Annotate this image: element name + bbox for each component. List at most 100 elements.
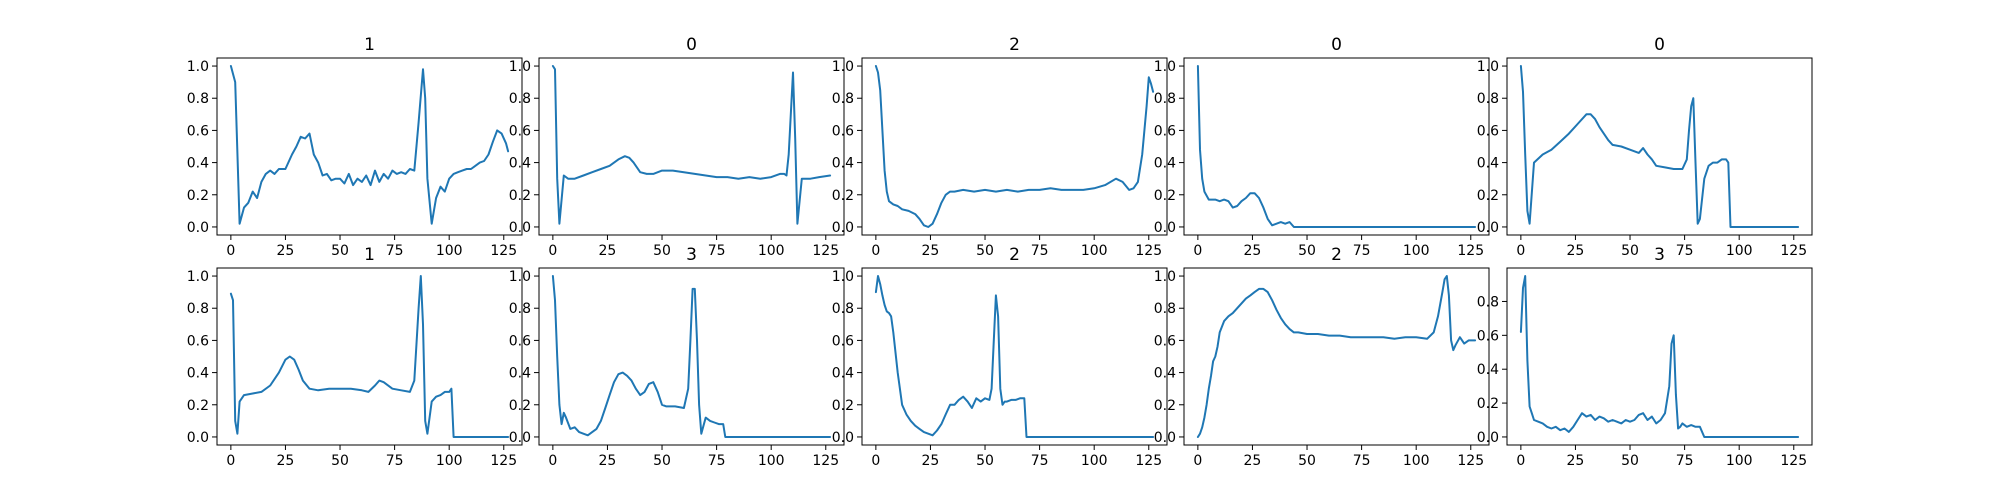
y-tick-label: 0.4 bbox=[1154, 366, 1176, 382]
y-tick-label: 0.0 bbox=[1154, 220, 1176, 236]
x-tick-label: 125 bbox=[490, 453, 517, 469]
y-tick-label: 0.0 bbox=[832, 220, 854, 236]
x-tick-label: 50 bbox=[1298, 453, 1316, 469]
y-tick-label: 1.0 bbox=[1477, 59, 1499, 75]
y-tick-label: 0.8 bbox=[1477, 294, 1499, 310]
y-tick-label: 0.4 bbox=[1477, 156, 1499, 172]
y-tick-label: 0.4 bbox=[832, 156, 854, 172]
y-tick-label: 0.2 bbox=[509, 398, 531, 414]
x-tick-label: 100 bbox=[758, 243, 785, 259]
x-tick-label: 125 bbox=[1457, 453, 1484, 469]
subplot-title: 1 bbox=[364, 35, 375, 55]
x-tick-label: 125 bbox=[812, 243, 839, 259]
x-tick-label: 25 bbox=[1567, 453, 1585, 469]
subplot-title: 3 bbox=[1654, 245, 1665, 265]
x-tick-label: 100 bbox=[1081, 453, 1108, 469]
subplot-0: 1 0 25 50 75 100 125 0.0 0.2 0.4 0.6 0.8 1.0 bbox=[187, 35, 523, 259]
x-tick-label: 25 bbox=[1244, 453, 1262, 469]
x-tick-label: 25 bbox=[922, 453, 940, 469]
y-tick-label: 0.2 bbox=[187, 398, 209, 414]
axes-frame bbox=[538, 57, 845, 236]
x-tick-label: 0 bbox=[871, 453, 880, 469]
y-tick-label: 0.0 bbox=[187, 430, 209, 446]
series-line bbox=[229, 275, 510, 438]
x-tick-label: 100 bbox=[1403, 243, 1430, 259]
subplot-3: 0 0 25 50 75 100 125 0.0 0.2 0.4 0.6 0.8 1.0 bbox=[1154, 35, 1490, 259]
subplot-2: 2 0 25 50 75 100 125 0.0 0.2 0.4 0.6 0.8 1.0 bbox=[832, 35, 1168, 259]
x-tick-label: 0 bbox=[548, 243, 557, 259]
subplot-8: 2 0 25 50 75 100 125 0.0 0.2 0.4 0.6 0.8 1.0 bbox=[1154, 245, 1490, 469]
axes-frame bbox=[1506, 57, 1813, 236]
y-tick-label: 0.4 bbox=[832, 366, 854, 382]
x-tick-label: 100 bbox=[436, 243, 463, 259]
series-line bbox=[874, 65, 1155, 228]
x-tick-label: 75 bbox=[386, 453, 404, 469]
axes-frame bbox=[861, 267, 1168, 446]
subplot-title: 2 bbox=[1009, 35, 1020, 55]
y-tick-label: 0.4 bbox=[509, 156, 531, 172]
y-tick-label: 0.6 bbox=[187, 123, 209, 139]
y-tick-label: 0.6 bbox=[832, 333, 854, 349]
x-tick-label: 50 bbox=[653, 453, 671, 469]
x-tick-label: 75 bbox=[1031, 243, 1049, 259]
y-tick-label: 1.0 bbox=[509, 59, 531, 75]
y-tick-label: 0.2 bbox=[1154, 188, 1176, 204]
x-tick-label: 50 bbox=[331, 453, 349, 469]
series-line bbox=[1196, 275, 1477, 438]
x-tick-label: 75 bbox=[1353, 243, 1371, 259]
x-tick-label: 0 bbox=[548, 453, 557, 469]
y-tick-label: 1.0 bbox=[509, 269, 531, 285]
x-tick-label: 75 bbox=[1676, 453, 1694, 469]
y-tick-label: 1.0 bbox=[187, 59, 209, 75]
y-tick-label: 0.8 bbox=[1154, 301, 1176, 317]
y-tick-label: 0.8 bbox=[1477, 91, 1499, 107]
subplot-7: 2 0 25 50 75 100 125 0.0 0.2 0.4 0.6 0.8 1.0 bbox=[832, 245, 1168, 469]
y-tick-label: 0.8 bbox=[832, 91, 854, 107]
x-tick-label: 0 bbox=[1193, 453, 1202, 469]
x-tick-label: 125 bbox=[1780, 243, 1807, 259]
x-tick-label: 25 bbox=[277, 453, 295, 469]
y-tick-label: 1.0 bbox=[1154, 59, 1176, 75]
axes-frame bbox=[1506, 267, 1813, 446]
x-tick-label: 125 bbox=[490, 243, 517, 259]
x-tick-label: 50 bbox=[976, 243, 994, 259]
y-tick-label: 0.2 bbox=[832, 188, 854, 204]
x-tick-label: 50 bbox=[1621, 243, 1639, 259]
x-tick-label: 0 bbox=[1516, 453, 1525, 469]
subplot-title: 3 bbox=[686, 245, 697, 265]
x-tick-label: 0 bbox=[871, 243, 880, 259]
x-tick-label: 0 bbox=[1516, 243, 1525, 259]
series-line bbox=[551, 65, 832, 225]
x-tick-label: 75 bbox=[708, 243, 726, 259]
y-tick-label: 0.0 bbox=[509, 220, 531, 236]
y-tick-label: 0.0 bbox=[832, 430, 854, 446]
axes-frame bbox=[538, 267, 845, 446]
series-line bbox=[1519, 65, 1800, 228]
axes-frame bbox=[1183, 267, 1490, 446]
subplot-9: 3 0 25 50 75 100 125 0.0 0.2 0.4 0.6 0.8 bbox=[1477, 245, 1813, 469]
y-tick-label: 0.0 bbox=[187, 220, 209, 236]
series-line bbox=[229, 65, 510, 225]
axes-frame bbox=[216, 57, 523, 236]
axes-frame bbox=[861, 57, 1168, 236]
y-tick-label: 0.8 bbox=[509, 301, 531, 317]
x-tick-label: 100 bbox=[1081, 243, 1108, 259]
y-tick-label: 0.8 bbox=[187, 301, 209, 317]
subplot-title: 2 bbox=[1331, 245, 1342, 265]
y-tick-label: 0.6 bbox=[187, 333, 209, 349]
x-tick-label: 50 bbox=[976, 453, 994, 469]
x-tick-label: 25 bbox=[1567, 243, 1585, 259]
y-tick-label: 0.8 bbox=[832, 301, 854, 317]
subplot-title: 0 bbox=[1654, 35, 1665, 55]
x-tick-label: 125 bbox=[812, 453, 839, 469]
y-tick-label: 0.2 bbox=[1477, 396, 1499, 412]
x-tick-label: 25 bbox=[277, 243, 295, 259]
y-tick-label: 1.0 bbox=[832, 59, 854, 75]
y-tick-label: 0.2 bbox=[509, 188, 531, 204]
subplot-title: 1 bbox=[364, 245, 375, 265]
y-tick-label: 0.0 bbox=[509, 430, 531, 446]
x-tick-label: 75 bbox=[1676, 243, 1694, 259]
y-tick-label: 0.0 bbox=[1477, 220, 1499, 236]
subplot-title: 2 bbox=[1009, 245, 1020, 265]
x-tick-label: 125 bbox=[1780, 453, 1807, 469]
